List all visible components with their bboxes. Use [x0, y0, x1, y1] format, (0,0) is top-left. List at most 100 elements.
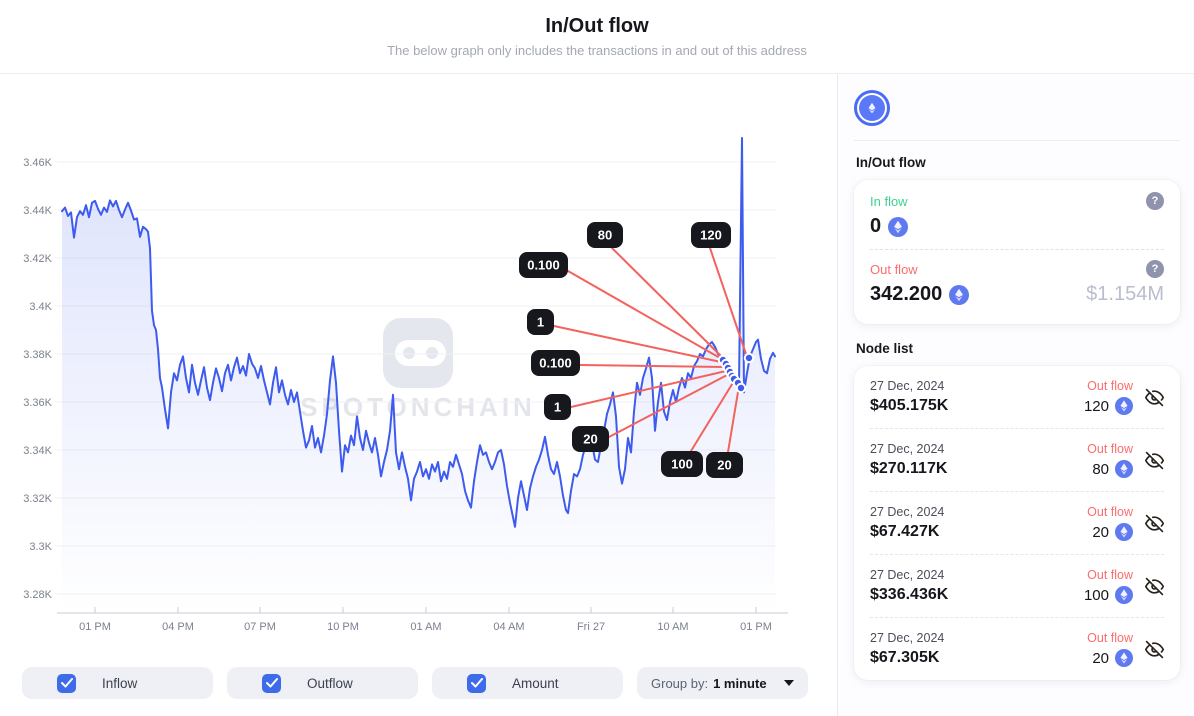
node-flow-direction: Out flow: [1087, 379, 1133, 393]
eye-off-icon[interactable]: [1145, 451, 1164, 470]
eth-coin-icon: [888, 216, 909, 237]
node-amount: 120: [1083, 397, 1109, 415]
outflow-usd-value: $1.154M: [1086, 283, 1164, 305]
node-list-card: 27 Dec, 2024 $405.175K Out flow 120 27 D…: [854, 366, 1180, 680]
x-axis-tick-label: 04 PM: [162, 621, 194, 633]
amount-toggle[interactable]: Amount: [432, 667, 623, 699]
annotation-line: [690, 380, 735, 452]
eth-coin-icon: [1115, 586, 1133, 604]
checkbox-checked-icon[interactable]: [467, 673, 486, 693]
annotation-label[interactable]: [587, 222, 623, 248]
node-usd: $67.427K: [870, 523, 940, 540]
divider: [870, 249, 1164, 250]
group-by-value: 1 minute: [713, 675, 767, 691]
node-date: 27 Dec, 2024: [870, 568, 945, 582]
divider: [854, 140, 1180, 141]
annotation-line: [611, 247, 723, 358]
outflow-toggle[interactable]: Outflow: [227, 667, 418, 699]
svg-text:0.100: 0.100: [539, 356, 572, 371]
annotation-label[interactable]: [572, 426, 609, 452]
inout-flow-heading: In/Out flow: [856, 155, 926, 170]
node-date: 27 Dec, 2024: [870, 379, 945, 393]
inout-flow-chart[interactable]: SPOTONCHAIN3.46K3.44K3.42K3.4K3.38K3.36K…: [0, 74, 837, 650]
eth-coin-icon: [1115, 523, 1133, 541]
transaction-dot[interactable]: [743, 352, 755, 364]
node-amount: 100: [1083, 586, 1109, 604]
annotation-line: [727, 385, 740, 453]
node-row[interactable]: 27 Dec, 2024 $67.427K Out flow 20: [870, 491, 1164, 554]
inflow-toggle-label: Inflow: [102, 675, 138, 691]
y-axis-tick-label: 3.38K: [23, 349, 52, 361]
x-axis-tick-label: 07 PM: [244, 621, 276, 633]
annotation-line: [608, 373, 730, 438]
y-axis-tick-label: 3.28K: [23, 589, 52, 601]
annotation-label[interactable]: [527, 309, 554, 335]
annotation-label[interactable]: [544, 394, 571, 420]
node-row[interactable]: 27 Dec, 2024 $67.305K Out flow 20: [870, 617, 1164, 680]
node-amount: 20: [1092, 649, 1109, 667]
x-axis-tick-label: 01 AM: [410, 621, 441, 633]
outflow-label: Out flow: [870, 261, 918, 277]
checkbox-checked-icon[interactable]: [262, 673, 281, 693]
svg-text:100: 100: [671, 457, 693, 472]
inflow-label: In flow: [870, 193, 908, 209]
node-usd: $336.436K: [870, 586, 949, 603]
page-header: In/Out flow The below graph only include…: [0, 0, 1194, 74]
eth-coin-icon: [1115, 649, 1133, 667]
help-icon[interactable]: ?: [1146, 260, 1164, 278]
eye-off-icon[interactable]: [1145, 577, 1164, 596]
eye-off-icon[interactable]: [1145, 514, 1164, 533]
svg-text:120: 120: [700, 228, 722, 243]
x-axis-tick-label: 01 PM: [79, 621, 111, 633]
y-axis-tick-label: 3.46K: [23, 157, 52, 169]
annotation-label[interactable]: [661, 451, 703, 477]
flow-summary-card: In flow ? 0 Out flow ? 342.200 $1.154M: [854, 180, 1180, 324]
annotation-line: [570, 370, 727, 408]
chevron-down-icon: [784, 680, 794, 686]
help-icon[interactable]: ?: [1146, 192, 1164, 210]
eth-coin-icon: [949, 284, 970, 305]
details-sidebar: In/Out flow In flow ? 0 Out flow ? 342.2…: [837, 74, 1194, 716]
svg-text:1: 1: [554, 400, 561, 415]
price-area: [62, 138, 775, 613]
node-amount: 20: [1092, 523, 1109, 541]
annotation-line: [567, 270, 721, 359]
annotation-label[interactable]: [691, 222, 731, 248]
checkbox-checked-icon[interactable]: [57, 673, 76, 693]
y-axis-tick-label: 3.34K: [23, 445, 52, 457]
group-by-dropdown[interactable]: Group by: 1 minute: [637, 667, 808, 699]
node-row[interactable]: 27 Dec, 2024 $336.436K Out flow 100: [870, 554, 1164, 617]
annotation-label[interactable]: [706, 452, 743, 478]
page-subtitle: The below graph only includes the transa…: [387, 43, 807, 58]
annotation-label[interactable]: [531, 350, 580, 376]
x-axis-tick-label: 01 PM: [740, 621, 772, 633]
node-row[interactable]: 27 Dec, 2024 $405.175K Out flow 120: [870, 366, 1164, 428]
x-axis-tick-label: 04 AM: [493, 621, 524, 633]
group-by-prefix: Group by:: [651, 675, 709, 691]
svg-text:1: 1: [537, 315, 544, 330]
transaction-dot[interactable]: [735, 382, 747, 394]
eye-off-icon[interactable]: [1145, 640, 1164, 659]
node-row[interactable]: 27 Dec, 2024 $270.117K Out flow 80: [870, 428, 1164, 491]
eye-off-icon[interactable]: [1145, 388, 1164, 407]
chart-panel: SPOTONCHAIN 3.46K 3.44K 3.42K 3.4K 3.38K 3.36K…: [0, 74, 837, 716]
node-usd: $67.305K: [870, 649, 940, 666]
chart-controls: Inflow Outflow Amount Group by: 1 minute: [0, 650, 837, 716]
node-flow-direction: Out flow: [1087, 568, 1133, 582]
node-flow-direction: Out flow: [1087, 631, 1133, 645]
node-usd: $405.175K: [870, 397, 949, 414]
amount-toggle-label: Amount: [512, 675, 559, 691]
annotation-line: [709, 247, 747, 355]
x-axis-tick-label: 10 AM: [657, 621, 688, 633]
node-date: 27 Dec, 2024: [870, 442, 945, 456]
annotation-label[interactable]: [519, 252, 568, 278]
x-axis-tick-label: Fri 27: [577, 621, 605, 633]
inflow-value: 0: [870, 215, 882, 237]
annotation-line: [553, 325, 722, 363]
y-axis-tick-label: 3.44K: [23, 205, 52, 217]
node-flow-direction: Out flow: [1087, 505, 1133, 519]
eth-coin-icon: [1115, 460, 1133, 478]
inflow-toggle[interactable]: Inflow: [22, 667, 213, 699]
node-date: 27 Dec, 2024: [870, 631, 945, 645]
svg-text:20: 20: [717, 458, 731, 473]
